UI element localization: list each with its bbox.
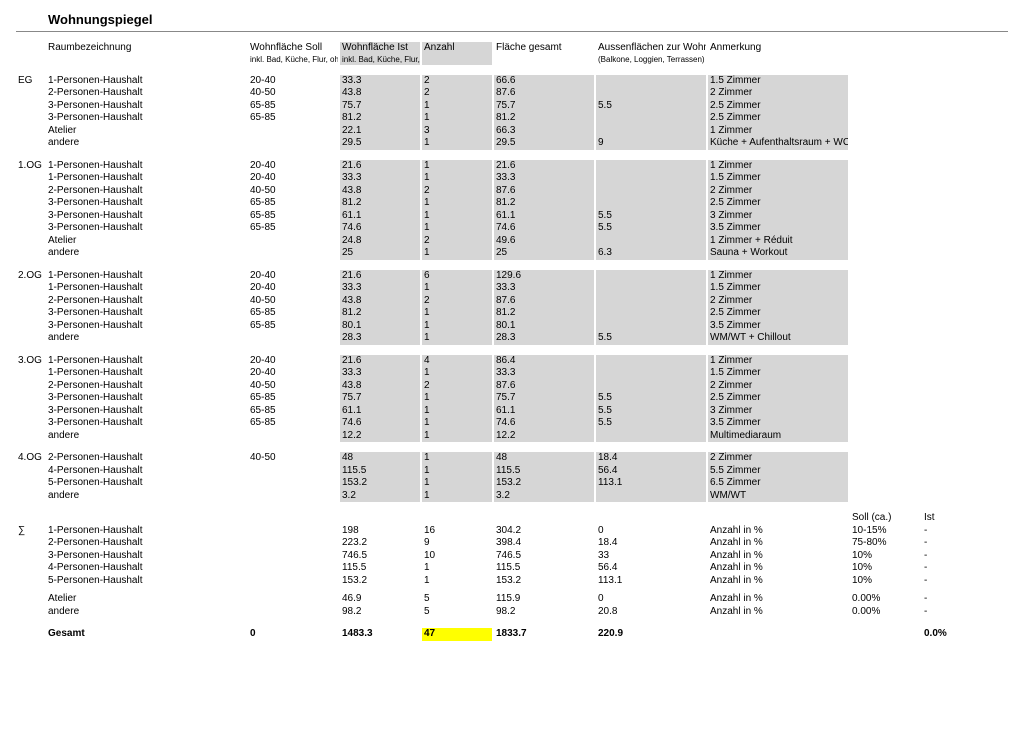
floor-label: 4.OG: [16, 452, 44, 465]
room-name: andere: [46, 332, 246, 345]
floor-label: 2.OG: [16, 270, 44, 283]
col-soll: Wohnfläche Soll: [248, 42, 338, 55]
room-name: 1-Personen-Haushalt: [46, 270, 246, 283]
room-name: 3-Personen-Haushalt: [46, 222, 246, 235]
col-raum: Raumbezeichnung: [46, 42, 246, 55]
room-name: 2-Personen-Haushalt: [46, 380, 246, 393]
room-name: 1-Personen-Haushalt: [46, 75, 246, 88]
col-ist-pct: Ist: [922, 512, 982, 525]
total-label: Gesamt: [46, 628, 246, 641]
room-name: 3-Personen-Haushalt: [46, 112, 246, 125]
col-anm: Anmerkung: [708, 42, 848, 55]
col-anzahl: Anzahl: [422, 42, 492, 55]
room-name: 1-Personen-Haushalt: [46, 160, 246, 173]
room-name: 2-Personen-Haushalt: [46, 295, 246, 308]
room-name: 3-Personen-Haushalt: [46, 320, 246, 333]
room-name: andere: [46, 247, 246, 260]
room-name: 2-Personen-Haushalt: [46, 185, 246, 198]
apartment-table: RaumbezeichnungWohnfläche SollWohnfläche…: [16, 42, 1008, 641]
room-name: 1-Personen-Haushalt: [46, 367, 246, 380]
room-name: 3-Personen-Haushalt: [46, 392, 246, 405]
room-name: 4-Personen-Haushalt: [46, 465, 246, 478]
floor-label: 3.OG: [16, 355, 44, 368]
room-name: 2-Personen-Haushalt: [46, 87, 246, 100]
room-name: Atelier: [46, 125, 246, 138]
col-flaeche: Fläche gesamt: [494, 42, 594, 55]
room-name: 3-Personen-Haushalt: [46, 210, 246, 223]
room-name: 3-Personen-Haushalt: [46, 197, 246, 210]
room-name: 3-Personen-Haushalt: [46, 405, 246, 418]
room-name: 1-Personen-Haushalt: [46, 355, 246, 368]
divider: [16, 31, 1008, 32]
floor-label: 1.OG: [16, 160, 44, 173]
col-aussen: Aussenflächen zur Wohnung: [596, 42, 706, 55]
total-count: 47: [422, 628, 492, 641]
room-name: andere: [46, 430, 246, 443]
room-name: andere: [46, 490, 246, 503]
room-name: 3-Personen-Haushalt: [46, 307, 246, 320]
col-sollca: Soll (ca.): [850, 512, 920, 525]
room-name: 3-Personen-Haushalt: [46, 100, 246, 113]
room-name: 2-Personen-Haushalt: [46, 452, 246, 465]
room-name: 3-Personen-Haushalt: [46, 417, 246, 430]
floor-label: EG: [16, 75, 44, 88]
room-name: 5-Personen-Haushalt: [46, 477, 246, 490]
page-title: Wohnungspiegel: [48, 12, 1008, 27]
room-name: 1-Personen-Haushalt: [46, 172, 246, 185]
col-ist: Wohnfläche Ist: [340, 42, 420, 55]
room-name: 1-Personen-Haushalt: [46, 282, 246, 295]
room-name: andere: [46, 137, 246, 150]
room-name: Atelier: [46, 235, 246, 248]
sigma-label: ∑: [16, 525, 44, 538]
